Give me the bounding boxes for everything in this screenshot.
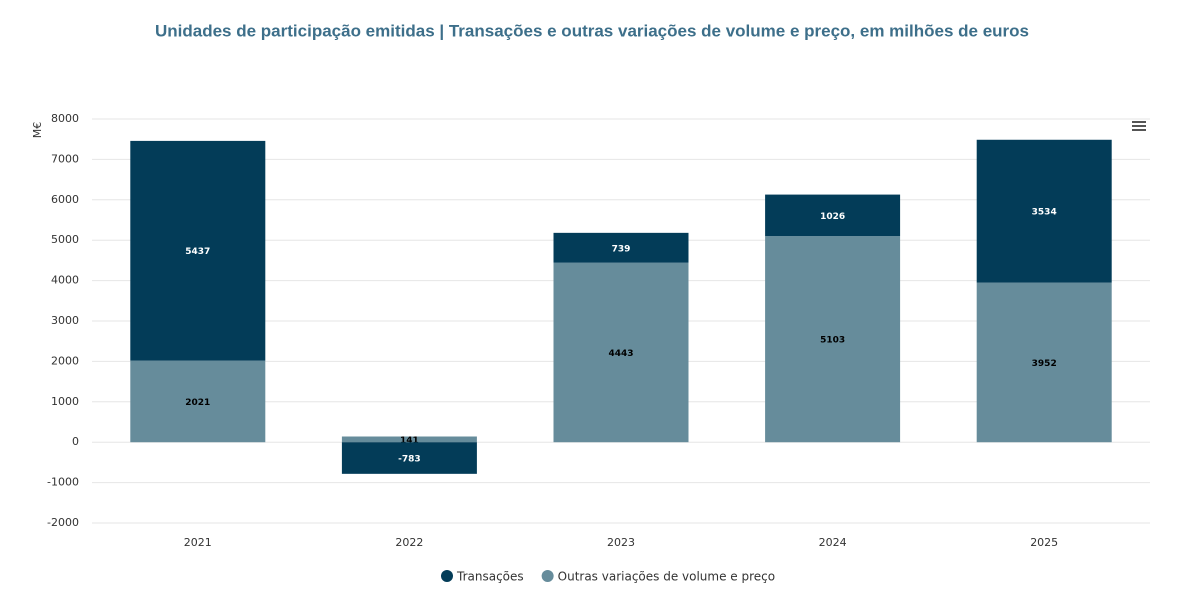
y-tick-label: 8000 <box>51 112 79 125</box>
legend-label: Outras variações de volume e preço <box>558 570 775 584</box>
y-tick-label: 7000 <box>51 152 79 165</box>
x-tick-label: 2023 <box>607 536 635 549</box>
bar <box>341 436 477 443</box>
chart-title: Unidades de participação emitidas | Tran… <box>155 21 1029 40</box>
x-tick-label: 2024 <box>819 536 847 549</box>
y-tick-label: 1000 <box>51 395 79 408</box>
bar <box>976 139 1112 283</box>
bar <box>765 194 901 237</box>
data-label: 1026 <box>820 212 845 222</box>
y-tick-label: -2000 <box>47 516 79 529</box>
legend-marker <box>541 570 554 582</box>
data-label: 2021 <box>185 398 210 408</box>
data-label: 5437 <box>185 247 210 257</box>
menu-bar <box>1132 125 1146 127</box>
y-tick-label: -1000 <box>47 476 79 489</box>
x-tick-label: 2022 <box>395 536 423 549</box>
bar <box>765 236 901 443</box>
bar <box>553 232 689 263</box>
bar <box>130 140 266 361</box>
data-label: 5103 <box>820 336 845 346</box>
y-tick-label: 2000 <box>51 354 79 367</box>
data-label: 141 <box>400 436 419 446</box>
data-label: -783 <box>398 455 421 465</box>
y-axis-label: M€ <box>31 122 44 139</box>
menu-bar <box>1132 129 1146 131</box>
data-label: 3534 <box>1032 208 1057 218</box>
y-tick-label: 0 <box>72 435 79 448</box>
x-tick-label: 2021 <box>184 536 212 549</box>
bar <box>341 442 477 474</box>
menu-button[interactable] <box>1132 121 1146 131</box>
data-label: 739 <box>612 244 631 254</box>
data-label: 3952 <box>1032 359 1057 369</box>
bar <box>553 262 689 443</box>
y-tick-label: 5000 <box>51 233 79 246</box>
y-tick-label: 6000 <box>51 193 79 206</box>
x-tick-label: 2025 <box>1030 536 1058 549</box>
menu-bar <box>1132 121 1146 123</box>
data-label: 4443 <box>608 349 633 359</box>
bar <box>976 282 1112 443</box>
bar <box>130 360 266 443</box>
y-tick-label: 3000 <box>51 314 79 327</box>
y-tick-label: 4000 <box>51 274 79 287</box>
legend-marker <box>441 570 453 582</box>
legend-label: Transações <box>456 570 524 584</box>
